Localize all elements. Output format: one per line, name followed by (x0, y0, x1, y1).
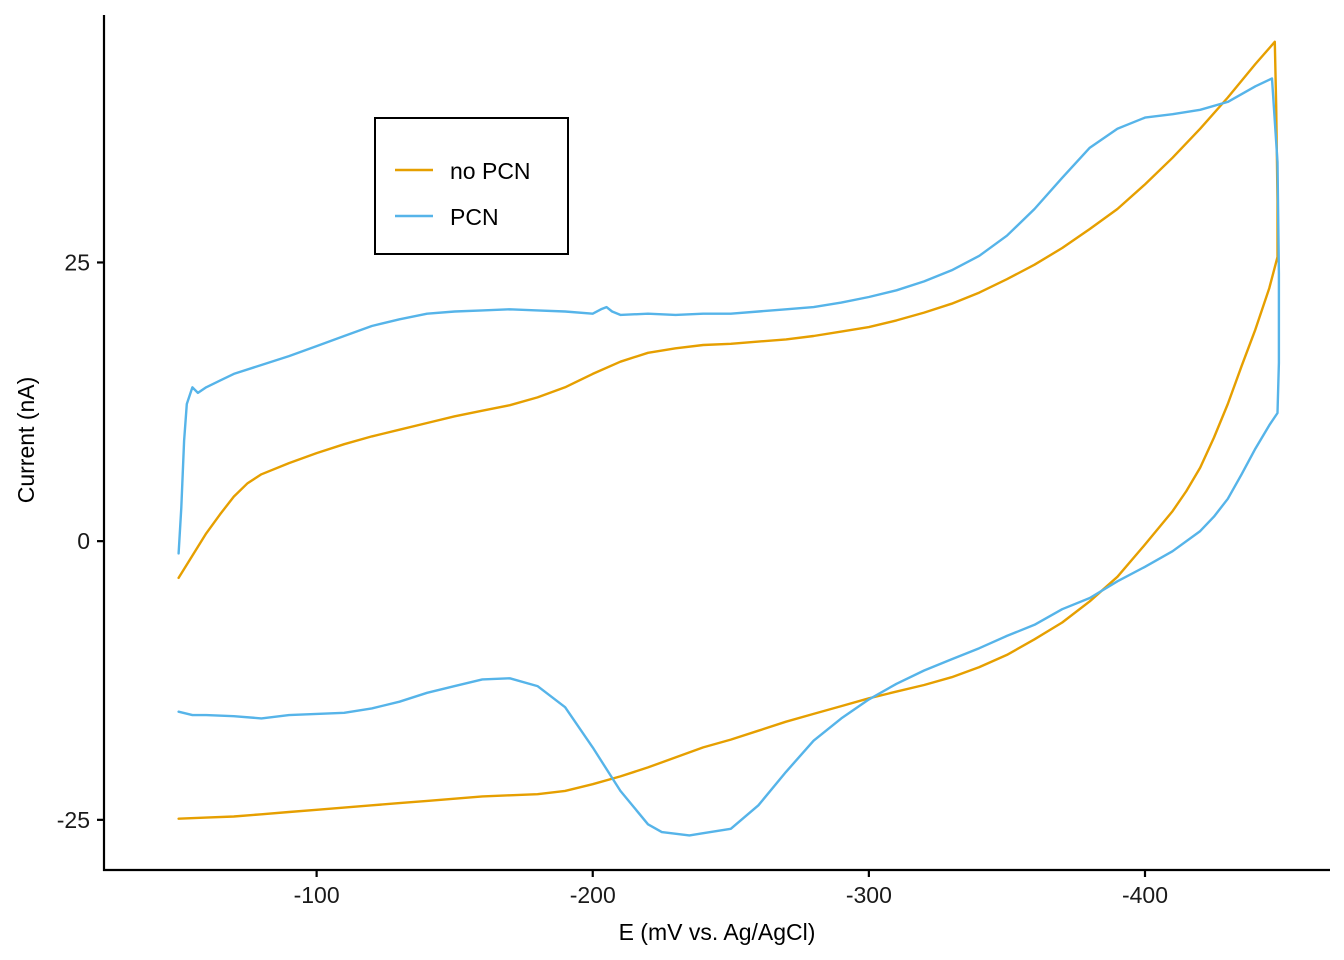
x-tick-label: -200 (570, 882, 616, 908)
y-tick-label: -25 (57, 807, 90, 833)
x-axis-title: E (mV vs. Ag/AgCl) (619, 919, 816, 945)
legend: no PCN PCN (374, 117, 569, 255)
legend-label-pcn: PCN (450, 204, 499, 230)
series-line-pcn (177, 77, 1281, 837)
x-tick-label: -400 (1122, 882, 1168, 908)
legend-label-no-pcn: no PCN (450, 158, 531, 184)
x-tick-label: -300 (846, 882, 892, 908)
y-tick-label: 25 (64, 249, 90, 275)
x-tick-label: -100 (294, 882, 340, 908)
series-line-no-pcn (177, 40, 1279, 820)
y-tick-label: 0 (77, 528, 90, 554)
y-axis-title: Current (nA) (13, 377, 39, 504)
plot-series (177, 40, 1281, 837)
x-axis-ticks: -100 -200 -300 -400 (294, 870, 1168, 908)
legend-box (374, 117, 569, 255)
y-axis-ticks: -25 0 25 (57, 249, 104, 833)
